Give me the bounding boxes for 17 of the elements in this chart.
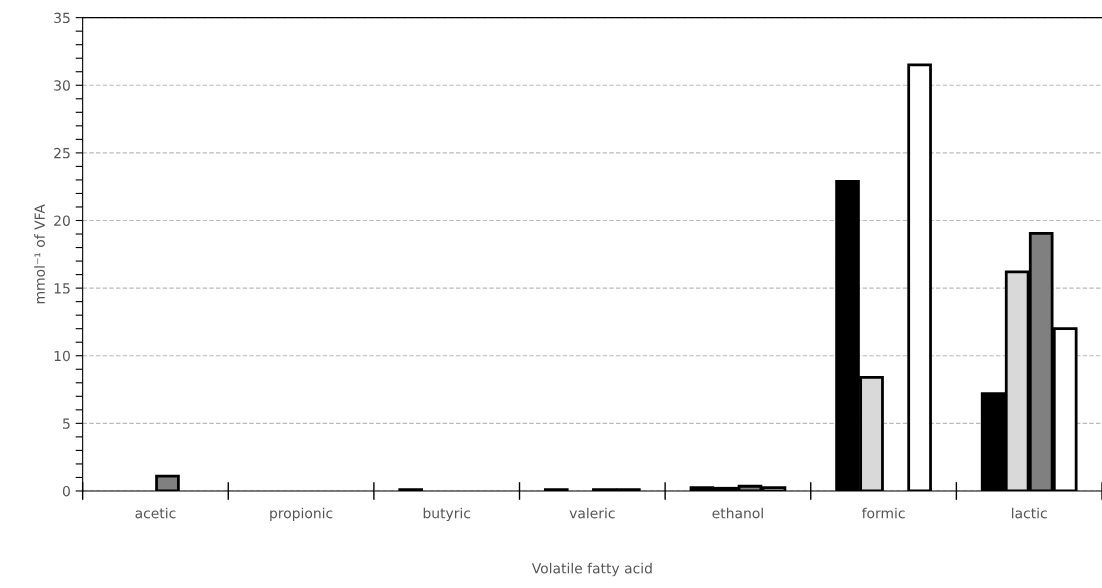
y-tick-label: 15 bbox=[54, 283, 70, 294]
x-tick-label: propionic bbox=[270, 507, 333, 522]
y-axis-title: mmol⁻¹ of VFA bbox=[34, 204, 45, 304]
y-tick-label: 20 bbox=[54, 215, 70, 226]
x-axis-title: Volatile fatty acid bbox=[531, 562, 652, 577]
x-tick-label: acetic bbox=[135, 507, 176, 519]
x-tick-label: ethanol bbox=[712, 507, 763, 519]
y-tick-label: 5 bbox=[63, 418, 70, 429]
y-tick-label: 10 bbox=[54, 350, 70, 362]
x-tick-label: lactic bbox=[1012, 507, 1047, 519]
y-tick-label: 0 bbox=[62, 485, 70, 497]
y-tick-label: 30 bbox=[54, 80, 70, 91]
y-tick-label: 35 bbox=[54, 12, 70, 24]
x-tick-label: valeric bbox=[569, 507, 615, 519]
y-tick-label: 25 bbox=[54, 147, 70, 159]
x-tick-label: formic bbox=[861, 507, 905, 519]
x-tick-label: butyric bbox=[423, 507, 471, 522]
